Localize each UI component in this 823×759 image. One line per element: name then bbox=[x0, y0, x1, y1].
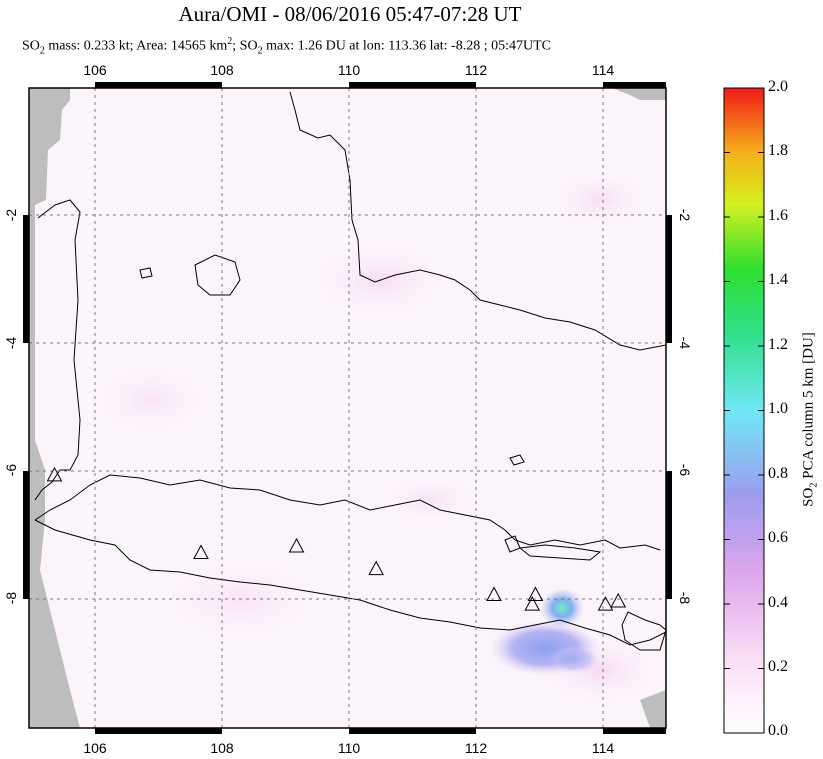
lon-tick-top: 110 bbox=[337, 62, 361, 78]
so2-plume bbox=[550, 646, 600, 674]
lon-tick-bottom: 106 bbox=[83, 740, 107, 756]
subtitle-part: SO bbox=[22, 38, 40, 54]
so2-noise-patch bbox=[160, 560, 320, 640]
lon-tick-bottom: 112 bbox=[464, 740, 488, 756]
colorbar-label: 1.4 bbox=[768, 271, 788, 288]
no-data-region bbox=[640, 690, 666, 728]
lon-tick-bottom: 108 bbox=[210, 740, 234, 756]
so2-plume-max bbox=[540, 588, 584, 628]
colorbar-label: 0.6 bbox=[768, 529, 788, 546]
frame-ticks bbox=[23, 82, 672, 734]
lon-tick-top: 112 bbox=[464, 62, 488, 78]
colorbar-label: 1.6 bbox=[768, 207, 788, 224]
volcano-marker bbox=[524, 596, 541, 611]
map-subtitle: SO2 mass: 0.233 kt; Area: 14565 km2; SO2… bbox=[22, 36, 551, 56]
lon-tick-top: 106 bbox=[83, 62, 107, 78]
volcano-marker bbox=[288, 537, 305, 553]
map-frame bbox=[28, 87, 667, 729]
colorbar-label: 1.8 bbox=[768, 142, 788, 159]
colorbar-label: 1.2 bbox=[768, 336, 788, 353]
map-title: Aura/OMI - 08/06/2016 05:47-07:28 UT bbox=[178, 2, 522, 26]
volcano-marker bbox=[193, 544, 209, 559]
volcano-marker bbox=[527, 586, 544, 601]
subtitle-part: ; SO bbox=[232, 38, 258, 54]
subtitle-sub: 2 bbox=[39, 45, 45, 57]
colorbar-title-part: PCA column 5 km [DU] bbox=[800, 332, 817, 483]
volcano-marker bbox=[46, 466, 63, 482]
no-data-region bbox=[612, 88, 666, 100]
so2-noise-patch bbox=[90, 365, 210, 435]
volcano-marker bbox=[368, 560, 385, 576]
colorbar-label: 1.0 bbox=[768, 400, 788, 417]
lon-tick-bottom: 110 bbox=[337, 740, 361, 756]
lon-tick-top: 108 bbox=[210, 62, 234, 78]
so2-noise-patch bbox=[380, 475, 480, 525]
coastlines bbox=[34, 91, 666, 651]
colorbar-label: 0.2 bbox=[768, 658, 788, 675]
volcano-marker bbox=[486, 586, 502, 601]
gridlines bbox=[29, 88, 666, 728]
colorbar-label: 0.4 bbox=[768, 594, 788, 611]
lon-tick-top: 114 bbox=[591, 62, 615, 78]
so2-noise-patch bbox=[550, 170, 650, 230]
colorbar-label: 0.8 bbox=[768, 465, 788, 482]
subtitle-sub: 2 bbox=[257, 45, 263, 57]
volcano-marker bbox=[597, 596, 614, 611]
colorbar-label: 0.0 bbox=[768, 722, 788, 739]
colorbar-title-sub: 2 bbox=[808, 482, 820, 488]
subtitle-part: mass: 0.233 kt; Area: 14565 km bbox=[44, 38, 228, 54]
no-data-region bbox=[29, 88, 80, 728]
colorbar-ticks bbox=[724, 152, 764, 669]
colorbar-title: SO2 PCA column 5 km [DU] bbox=[801, 310, 820, 530]
colorbar-title-part: SO bbox=[800, 487, 817, 507]
lon-tick-bottom: 114 bbox=[591, 740, 615, 756]
subtitle-part: max: 1.26 DU at lon: 113.36 lat: -8.28 ;… bbox=[262, 38, 551, 54]
colorbar-label: 2.0 bbox=[768, 78, 788, 95]
subtitle-sup: 2 bbox=[227, 36, 233, 47]
volcano-markers bbox=[46, 466, 627, 611]
volcano-marker bbox=[610, 592, 627, 608]
